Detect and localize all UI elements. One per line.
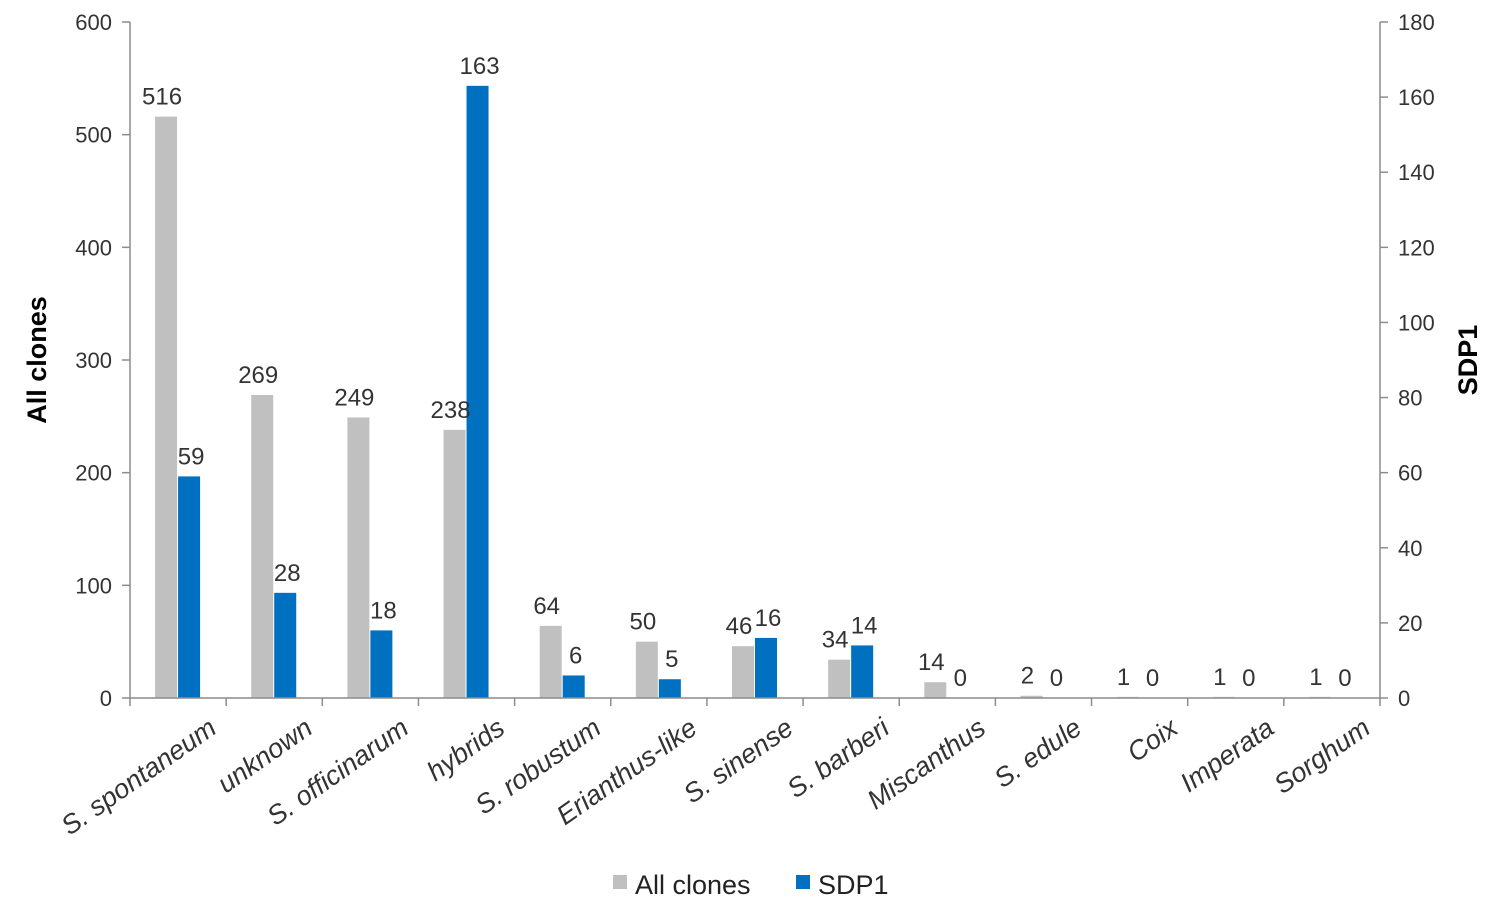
- data-label-all-clones: 34: [822, 627, 849, 654]
- legend: All clones SDP1: [613, 870, 889, 900]
- bars-group: [155, 85, 1331, 699]
- right-tick-label: 40: [1398, 536, 1422, 561]
- bar-sdp1: [178, 476, 201, 698]
- bar-sdp1: [755, 637, 777, 698]
- data-label-sdp1: 0: [954, 665, 967, 692]
- data-label-sdp1: 163: [460, 53, 500, 80]
- data-label-all-clones: 1: [1213, 664, 1226, 691]
- left-tick-label: 0: [100, 686, 112, 711]
- bar-sdp1: [466, 85, 489, 699]
- data-label-all-clones: 14: [918, 649, 945, 676]
- data-label-sdp1: 0: [1050, 665, 1063, 692]
- data-label-all-clones: 516: [142, 84, 182, 111]
- data-label-sdp1: 59: [178, 443, 205, 470]
- data-label-sdp1: 28: [274, 560, 301, 587]
- right-tick-label: 160: [1398, 85, 1435, 110]
- bar-sdp1: [274, 592, 297, 698]
- bar-sdp1: [562, 675, 585, 698]
- data-label-all-clones: 50: [629, 609, 656, 636]
- legend-label-sdp1: SDP1: [818, 870, 889, 900]
- right-tick-label: 0: [1398, 686, 1410, 711]
- bar-all-clones: [347, 417, 370, 698]
- bar-all-clones: [1020, 695, 1043, 698]
- x-category-label: S. edule: [989, 712, 1087, 793]
- bar-all-clones: [155, 116, 178, 698]
- right-tick-label: 140: [1398, 160, 1435, 185]
- left-tick-label: 600: [75, 10, 112, 35]
- left-axis-title: All clones: [22, 296, 52, 424]
- data-label-sdp1: 0: [1146, 665, 1159, 692]
- right-tick-label: 80: [1398, 386, 1422, 411]
- data-label-sdp1: 18: [370, 597, 397, 624]
- data-label-sdp1: 5: [665, 646, 678, 673]
- data-label-sdp1: 6: [569, 642, 582, 669]
- legend-label-all-clones: All clones: [635, 870, 751, 900]
- right-tick-label: 60: [1398, 461, 1422, 486]
- x-category-label: S. spontaneum: [56, 712, 222, 841]
- data-label-sdp1: 14: [851, 612, 878, 639]
- bar-sdp1: [370, 630, 393, 698]
- bar-all-clones: [539, 625, 562, 698]
- x-category-label: Coix: [1122, 711, 1185, 767]
- bar-sdp1: [658, 679, 681, 698]
- right-tick-label: 20: [1398, 611, 1422, 636]
- x-category-label: hybrids: [422, 712, 511, 787]
- left-tick-label: 500: [75, 123, 112, 148]
- x-category-label: Imperata: [1175, 712, 1279, 798]
- right-tick-label: 120: [1398, 235, 1435, 260]
- x-category-label: S. sinense: [678, 712, 798, 809]
- legend-swatch-all-clones: [613, 875, 627, 889]
- left-tick-label: 300: [75, 348, 112, 373]
- left-tick-label: 100: [75, 573, 112, 598]
- right-tick-label: 100: [1398, 310, 1435, 335]
- legend-swatch-sdp1: [796, 875, 810, 889]
- data-label-all-clones: 249: [334, 384, 374, 411]
- right-axis-title: SDP1: [1453, 325, 1483, 396]
- bar-all-clones: [828, 659, 851, 698]
- bar-all-clones: [443, 429, 466, 698]
- bar-sdp1: [851, 645, 874, 698]
- data-label-all-clones: 1: [1309, 664, 1322, 691]
- data-label-all-clones: 1: [1117, 664, 1130, 691]
- left-tick-label: 400: [75, 235, 112, 260]
- data-label-all-clones: 238: [431, 397, 471, 424]
- data-label-all-clones: 2: [1021, 663, 1034, 690]
- bar-all-clones: [924, 682, 947, 698]
- left-tick-label: 200: [75, 461, 112, 486]
- data-label-all-clones: 64: [533, 593, 560, 620]
- bar-all-clones: [251, 394, 274, 698]
- x-category-label: Sorghum: [1268, 712, 1375, 799]
- data-label-all-clones: 46: [726, 613, 753, 640]
- bar-all-clones: [732, 646, 754, 698]
- data-label-all-clones: 269: [238, 362, 278, 389]
- data-label-sdp1: 0: [1338, 665, 1351, 692]
- axes-group: 0100200300400500600020406080100120140160…: [22, 10, 1483, 841]
- right-tick-label: 180: [1398, 10, 1435, 35]
- data-label-sdp1: 0: [1242, 665, 1255, 692]
- bar-all-clones: [635, 641, 658, 698]
- data-label-sdp1: 16: [755, 605, 782, 632]
